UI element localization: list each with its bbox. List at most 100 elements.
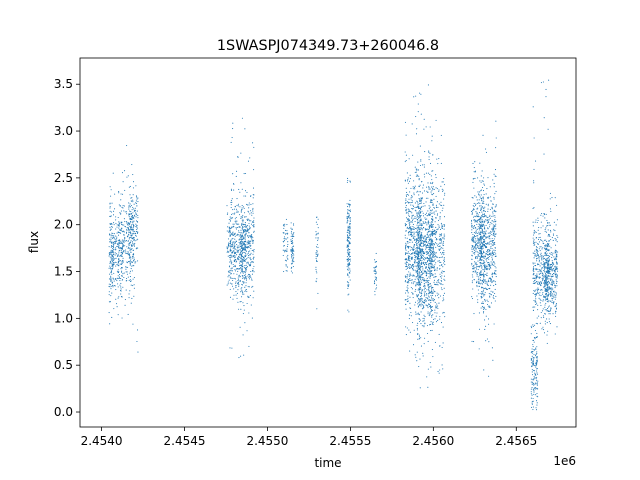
data-point <box>416 201 418 203</box>
data-point <box>128 214 130 216</box>
data-point <box>430 302 432 304</box>
data-point <box>407 247 410 249</box>
data-point <box>315 253 317 255</box>
data-point <box>532 378 534 381</box>
data-point <box>489 235 491 237</box>
data-point <box>129 248 131 250</box>
data-point <box>120 232 122 234</box>
data-point <box>406 172 408 174</box>
data-point <box>248 211 250 213</box>
data-point <box>229 220 232 222</box>
data-point <box>531 365 533 367</box>
data-point <box>479 270 482 272</box>
data-point <box>494 288 496 291</box>
data-point <box>535 219 537 221</box>
data-point <box>495 204 497 206</box>
data-point <box>117 244 119 246</box>
data-point <box>542 315 544 317</box>
data-point <box>417 222 419 224</box>
data-point <box>409 228 411 230</box>
data-point <box>419 229 421 231</box>
data-point <box>492 203 494 205</box>
data-point <box>535 294 538 296</box>
data-point <box>244 216 246 218</box>
data-point <box>130 211 132 213</box>
data-point <box>476 223 478 225</box>
data-point <box>241 227 243 229</box>
data-point <box>110 236 112 238</box>
data-point <box>427 270 429 272</box>
data-point <box>440 256 442 259</box>
data-point <box>239 280 241 282</box>
data-point <box>409 249 411 251</box>
data-point <box>417 216 419 218</box>
data-point <box>125 280 127 282</box>
data-point <box>430 200 432 202</box>
data-point <box>416 267 418 269</box>
data-point <box>419 250 421 252</box>
data-point <box>291 255 293 257</box>
data-point <box>488 279 490 281</box>
data-point <box>412 247 414 249</box>
data-point <box>482 281 485 283</box>
data-point <box>347 180 349 182</box>
data-point <box>135 248 137 250</box>
data-point <box>347 284 349 286</box>
data-point <box>407 266 409 268</box>
data-point <box>347 245 349 247</box>
data-point <box>423 240 426 242</box>
data-point <box>117 224 120 227</box>
data-point <box>432 154 434 156</box>
data-point <box>423 166 425 168</box>
data-point <box>532 406 534 408</box>
data-point <box>245 282 247 284</box>
data-point <box>133 277 135 279</box>
data-point <box>246 257 248 260</box>
data-point <box>348 284 350 286</box>
data-point <box>122 241 124 243</box>
data-point <box>229 261 231 263</box>
data-point <box>117 275 119 277</box>
data-point <box>231 244 233 246</box>
data-point <box>419 387 421 389</box>
data-point <box>118 258 120 261</box>
data-point <box>252 268 254 270</box>
data-point <box>423 289 425 291</box>
data-point <box>428 280 430 282</box>
data-point <box>422 262 425 265</box>
data-point <box>349 220 351 223</box>
data-point <box>416 219 418 221</box>
data-point <box>490 230 492 232</box>
data-point <box>232 128 234 130</box>
data-point <box>419 145 421 147</box>
data-point <box>536 281 538 283</box>
data-point <box>416 242 418 244</box>
data-point <box>233 189 235 191</box>
data-point <box>409 239 411 241</box>
data-point <box>110 295 112 297</box>
data-point <box>422 269 424 271</box>
data-point <box>443 257 445 259</box>
data-point <box>488 251 490 253</box>
data-point <box>435 187 437 189</box>
data-point <box>241 205 243 207</box>
data-point <box>542 225 544 227</box>
data-point <box>426 332 429 335</box>
data-point <box>235 291 237 293</box>
data-point <box>240 217 242 219</box>
data-point <box>242 249 244 252</box>
data-point <box>430 253 432 255</box>
data-point <box>481 282 483 284</box>
data-point <box>112 284 114 286</box>
data-point <box>414 238 416 240</box>
data-point <box>420 345 423 347</box>
data-point <box>415 265 417 267</box>
data-point <box>488 281 490 283</box>
data-point <box>250 270 252 273</box>
data-point <box>532 221 534 223</box>
data-point <box>127 247 129 249</box>
data-point <box>240 240 242 242</box>
data-point <box>239 206 241 208</box>
data-point <box>488 318 490 320</box>
data-point <box>128 257 131 259</box>
